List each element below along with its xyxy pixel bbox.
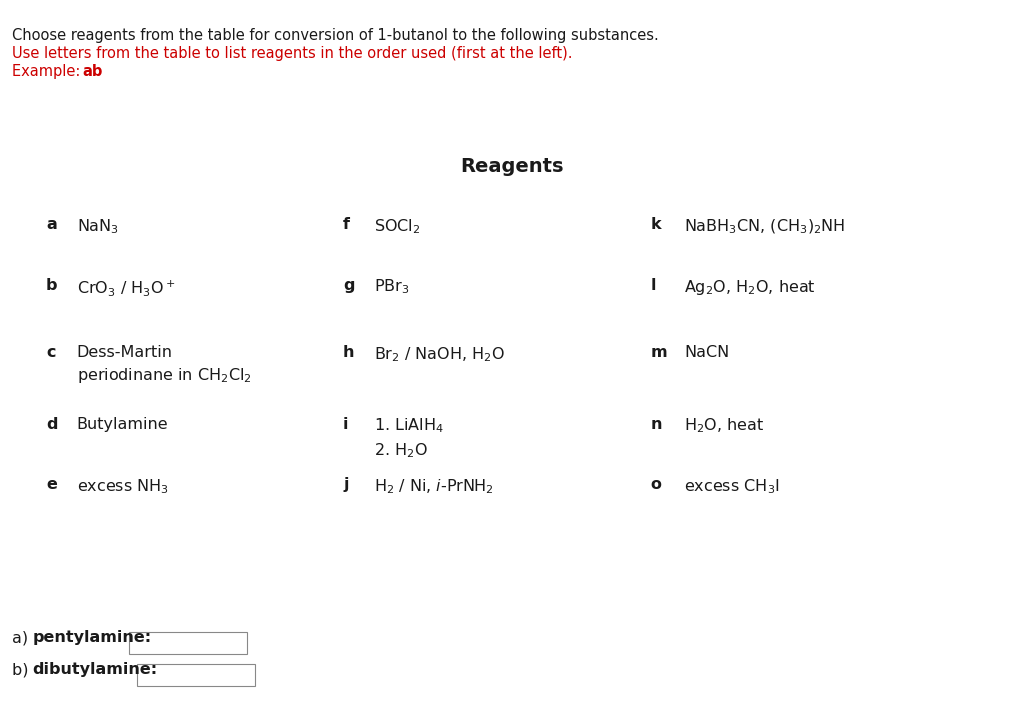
Text: d: d (46, 417, 57, 431)
Text: Example:: Example: (12, 64, 85, 79)
Text: excess CH$_3$I: excess CH$_3$I (684, 477, 780, 496)
Text: c: c (46, 345, 55, 360)
Text: i: i (343, 417, 348, 431)
Text: f: f (343, 217, 350, 232)
Text: H$_2$ / Ni, $\it{i}$-PrNH$_2$: H$_2$ / Ni, $\it{i}$-PrNH$_2$ (374, 477, 494, 496)
Text: Br$_2$ / NaOH, H$_2$O: Br$_2$ / NaOH, H$_2$O (374, 345, 505, 364)
Text: k: k (650, 217, 660, 232)
Text: ab: ab (82, 64, 102, 79)
Text: Choose reagents from the table for conversion of 1-butanol to the following subs: Choose reagents from the table for conve… (12, 28, 659, 43)
Text: pentylamine:: pentylamine: (33, 630, 152, 645)
Text: o: o (650, 477, 662, 492)
Text: SOCl$_2$: SOCl$_2$ (374, 217, 420, 236)
Text: Use letters from the table to list reagents in the order used (first at the left: Use letters from the table to list reage… (12, 46, 572, 61)
Text: NaN$_3$: NaN$_3$ (77, 217, 119, 236)
Text: n: n (650, 417, 662, 431)
Text: excess NH$_3$: excess NH$_3$ (77, 477, 168, 496)
Text: l: l (650, 278, 655, 293)
Text: a): a) (12, 630, 34, 645)
Text: Dess-Martin
periodinane in CH$_2$Cl$_2$: Dess-Martin periodinane in CH$_2$Cl$_2$ (77, 345, 252, 385)
Text: CrO$_3$ / H$_3$O$^+$: CrO$_3$ / H$_3$O$^+$ (77, 278, 175, 298)
Text: a: a (46, 217, 56, 232)
Text: H$_2$O, heat: H$_2$O, heat (684, 417, 764, 435)
FancyBboxPatch shape (137, 664, 255, 686)
Text: m: m (650, 345, 667, 360)
Text: g: g (343, 278, 354, 293)
Text: Ag$_2$O, H$_2$O, heat: Ag$_2$O, H$_2$O, heat (684, 278, 816, 297)
Text: Reagents: Reagents (460, 157, 564, 176)
Text: Butylamine: Butylamine (77, 417, 168, 431)
Text: dibutylamine:: dibutylamine: (33, 662, 158, 677)
FancyBboxPatch shape (129, 632, 247, 654)
Text: b): b) (12, 662, 34, 677)
Text: b: b (46, 278, 57, 293)
Text: e: e (46, 477, 57, 492)
Text: h: h (343, 345, 354, 360)
Text: NaCN: NaCN (684, 345, 729, 360)
Text: 1. LiAlH$_4$
2. H$_2$O: 1. LiAlH$_4$ 2. H$_2$O (374, 417, 443, 459)
Text: PBr$_3$: PBr$_3$ (374, 278, 410, 296)
Text: NaBH$_3$CN, (CH$_3$)$_2$NH: NaBH$_3$CN, (CH$_3$)$_2$NH (684, 217, 845, 236)
Text: j: j (343, 477, 348, 492)
